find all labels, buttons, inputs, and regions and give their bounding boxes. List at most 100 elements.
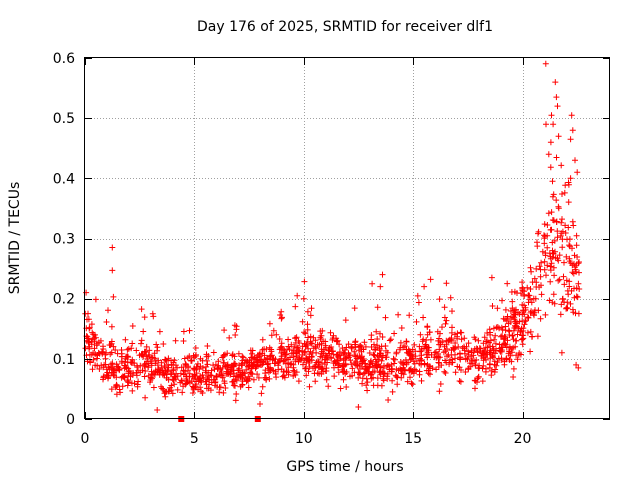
data-point xyxy=(512,343,519,350)
data-point xyxy=(454,363,461,370)
data-point xyxy=(514,331,521,338)
data-point xyxy=(86,324,93,331)
data-point xyxy=(165,364,172,371)
data-point xyxy=(310,334,317,341)
data-point xyxy=(301,278,308,285)
data-point xyxy=(143,352,150,359)
data-point xyxy=(563,277,570,284)
data-point xyxy=(420,314,427,321)
data-point xyxy=(455,343,462,350)
data-point xyxy=(286,346,293,353)
y-axis-label: SRMTID / TECUs xyxy=(7,182,23,295)
data-point xyxy=(230,362,237,369)
data-point xyxy=(525,314,532,321)
data-point xyxy=(378,357,385,364)
data-point xyxy=(342,360,349,367)
data-point xyxy=(502,306,509,313)
data-point xyxy=(575,310,582,317)
data-point xyxy=(465,348,472,355)
data-point xyxy=(221,378,228,385)
data-point xyxy=(558,219,565,226)
data-point xyxy=(232,382,238,389)
data-point xyxy=(162,393,169,400)
data-point xyxy=(93,355,100,362)
data-point xyxy=(354,355,361,362)
data-point xyxy=(443,341,450,348)
data-point xyxy=(348,361,355,368)
data-point xyxy=(549,247,556,254)
data-point xyxy=(441,304,448,311)
data-point xyxy=(445,338,451,345)
data-point xyxy=(512,323,519,330)
data-point xyxy=(567,300,574,307)
data-point xyxy=(484,338,491,345)
data-point xyxy=(566,255,573,262)
data-point xyxy=(148,362,155,369)
data-point xyxy=(203,363,210,370)
data-point xyxy=(173,370,180,377)
data-point xyxy=(488,274,495,281)
data-point xyxy=(394,381,401,388)
data-point xyxy=(398,325,405,331)
data-point xyxy=(484,330,491,336)
data-point xyxy=(553,154,560,161)
data-point xyxy=(340,357,347,364)
data-point xyxy=(555,133,562,140)
data-point xyxy=(340,376,347,383)
data-point xyxy=(480,340,487,347)
data-point xyxy=(317,328,324,335)
data-point xyxy=(411,341,418,348)
data-point xyxy=(506,332,513,338)
data-point xyxy=(255,374,262,381)
data-point xyxy=(374,375,381,382)
data-point xyxy=(232,397,239,404)
y-tick-label: 0.1 xyxy=(53,352,75,368)
data-point xyxy=(363,375,370,382)
data-point xyxy=(214,365,221,372)
data-point xyxy=(322,344,329,351)
data-point xyxy=(407,348,414,355)
data-point xyxy=(535,307,542,314)
data-point xyxy=(300,361,306,368)
data-point xyxy=(499,332,506,339)
data-point xyxy=(168,387,175,394)
data-point xyxy=(503,317,510,324)
data-point xyxy=(131,380,138,387)
data-point xyxy=(447,357,453,364)
data-point xyxy=(408,368,415,375)
data-point xyxy=(158,359,165,366)
data-point xyxy=(345,341,352,348)
data-point xyxy=(373,363,380,370)
data-point xyxy=(550,121,557,128)
data-point xyxy=(549,254,556,261)
data-point xyxy=(563,305,570,312)
data-point xyxy=(435,350,442,357)
data-point xyxy=(182,360,189,367)
data-point xyxy=(454,335,461,342)
data-point xyxy=(303,365,309,372)
data-point xyxy=(172,337,179,344)
data-point xyxy=(189,383,196,390)
data-point xyxy=(528,268,535,275)
data-point xyxy=(323,376,330,383)
data-point xyxy=(159,385,166,392)
data-point xyxy=(372,346,379,353)
data-point xyxy=(141,373,148,380)
data-point xyxy=(384,370,391,377)
data-point xyxy=(544,262,551,269)
data-point xyxy=(181,355,188,362)
data-point xyxy=(278,350,285,356)
data-point xyxy=(148,368,155,375)
data-point xyxy=(266,320,273,327)
data-point xyxy=(226,334,233,341)
data-point xyxy=(290,373,297,379)
data-point xyxy=(172,362,179,369)
data-point xyxy=(305,360,312,366)
data-point xyxy=(573,285,580,292)
data-point xyxy=(272,356,279,363)
data-point xyxy=(550,291,557,298)
data-point xyxy=(343,384,350,390)
data-point xyxy=(212,361,219,368)
data-point xyxy=(151,371,158,378)
data-point xyxy=(524,314,531,321)
